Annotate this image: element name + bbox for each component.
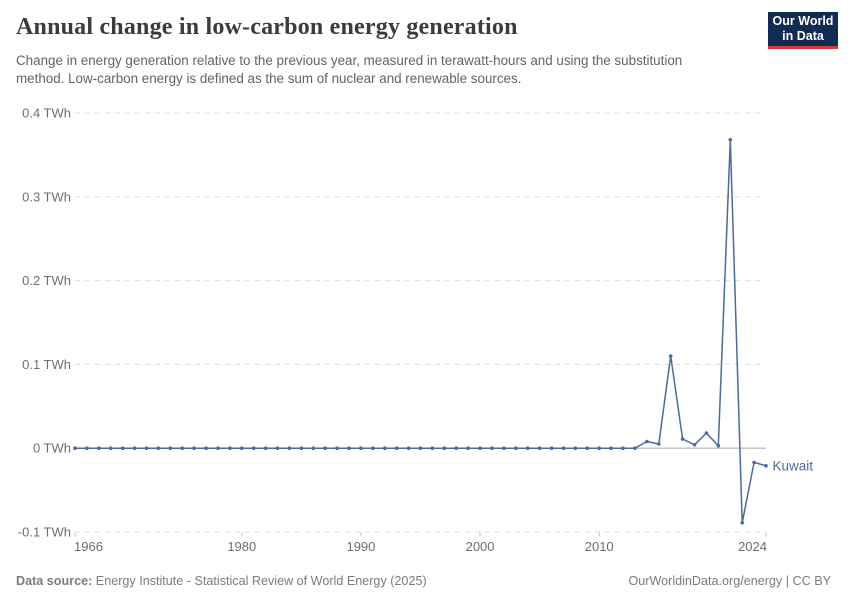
- data-point-marker[interactable]: [621, 446, 625, 451]
- owid-logo[interactable]: Our World in Data: [768, 12, 838, 49]
- data-point-marker[interactable]: [132, 446, 137, 451]
- data-point-marker[interactable]: [73, 446, 77, 451]
- data-point-marker[interactable]: [430, 446, 435, 451]
- x-axis-tick-label: 2000: [466, 539, 495, 554]
- data-point-marker[interactable]: [633, 446, 637, 451]
- y-axis-tick-label: 0 TWh: [33, 441, 71, 456]
- data-point-marker[interactable]: [180, 446, 184, 451]
- data-point-marker[interactable]: [657, 442, 661, 446]
- data-point-marker[interactable]: [442, 446, 447, 451]
- data-point-marker[interactable]: [120, 446, 125, 451]
- data-point-marker[interactable]: [716, 443, 721, 448]
- series-entity-label[interactable]: Kuwait: [773, 458, 814, 473]
- owid-logo-line1: Our World: [772, 13, 834, 28]
- data-point-marker[interactable]: [204, 446, 208, 451]
- data-point-marker[interactable]: [490, 446, 494, 451]
- data-point-marker[interactable]: [240, 446, 244, 451]
- data-point-marker[interactable]: [359, 446, 363, 451]
- data-point-marker[interactable]: [144, 446, 149, 451]
- data-point-marker[interactable]: [525, 446, 530, 451]
- data-point-marker[interactable]: [323, 446, 328, 451]
- data-point-marker[interactable]: [228, 446, 232, 451]
- y-axis-tick-label: 0.1 TWh: [22, 357, 71, 372]
- data-point-marker[interactable]: [680, 437, 685, 441]
- data-point-marker[interactable]: [597, 446, 601, 451]
- data-point-marker[interactable]: [335, 446, 339, 451]
- data-point-marker[interactable]: [311, 446, 316, 451]
- data-point-marker[interactable]: [585, 446, 590, 451]
- owid-logo-line2: in Data: [782, 28, 824, 43]
- data-point-marker[interactable]: [251, 446, 256, 451]
- data-point-marker[interactable]: [97, 446, 101, 451]
- data-point-marker[interactable]: [645, 439, 649, 444]
- data-point-marker[interactable]: [347, 446, 351, 451]
- data-point-marker[interactable]: [668, 354, 673, 358]
- owid-logo-accent-bar: [768, 45, 838, 49]
- x-axis: 1966 1980 1990 2000 2010 2024: [74, 532, 767, 554]
- data-point-marker[interactable]: [704, 431, 709, 435]
- data-point-marker[interactable]: [216, 446, 220, 451]
- data-point-marker[interactable]: [287, 446, 292, 451]
- x-axis-tick-label: 2024: [738, 539, 767, 554]
- series-end-label-group[interactable]: Kuwait: [773, 458, 814, 473]
- data-point-marker[interactable]: [454, 446, 459, 451]
- y-axis-tick-label: 0.4 TWh: [22, 106, 71, 121]
- y-axis-tick-label: 0.3 TWh: [22, 189, 71, 204]
- x-axis-tick-label: 1980: [227, 539, 256, 554]
- data-point-marker[interactable]: [168, 446, 173, 451]
- data-point-marker[interactable]: [466, 446, 471, 451]
- data-point-marker[interactable]: [85, 446, 89, 451]
- x-axis-tick-label: 2010: [585, 539, 614, 554]
- data-point-marker[interactable]: [561, 446, 566, 451]
- data-point-marker[interactable]: [383, 446, 387, 451]
- data-point-marker[interactable]: [609, 446, 613, 451]
- data-point-marker[interactable]: [549, 446, 554, 451]
- x-axis-tick-label: 1966: [74, 539, 103, 554]
- data-source-note[interactable]: Data source: Energy Institute - Statisti…: [16, 574, 427, 588]
- data-point-marker[interactable]: [764, 464, 768, 468]
- x-axis-tick-label: 1990: [346, 539, 375, 554]
- data-point-marker[interactable]: [299, 446, 304, 451]
- data-point-marker[interactable]: [108, 446, 113, 451]
- chart-subtitle: Change in energy generation relative to …: [16, 53, 683, 86]
- data-point-marker[interactable]: [728, 138, 733, 142]
- data-source-label: Data source:: [16, 574, 93, 588]
- data-series-kuwait[interactable]: [73, 138, 768, 525]
- y-gridlines: [75, 112, 766, 533]
- data-point-marker[interactable]: [478, 446, 482, 451]
- y-axis-tick-label: 0.2 TWh: [22, 273, 71, 288]
- data-point-marker[interactable]: [394, 446, 399, 451]
- page-title: Annual change in low-carbon energy gener…: [16, 14, 518, 40]
- y-axis-tick-label: -0.1 TWh: [18, 525, 71, 540]
- data-source-text: Energy Institute - Statistical Review of…: [92, 574, 427, 588]
- data-point-marker[interactable]: [514, 446, 518, 451]
- data-point-marker[interactable]: [192, 446, 196, 451]
- data-point-marker[interactable]: [502, 446, 506, 451]
- data-point-marker[interactable]: [406, 446, 411, 451]
- owid-logo-text: Our World in Data: [768, 12, 838, 46]
- data-point-marker[interactable]: [752, 460, 756, 465]
- data-point-marker[interactable]: [156, 446, 161, 451]
- data-point-marker[interactable]: [740, 521, 744, 525]
- y-axis-tick-labels: 0.4 TWh 0.3 TWh 0.2 TWh 0.1 TWh 0 TWh -0.1 TW…: [18, 106, 71, 540]
- chart-footer: Data source: Energy Institute - Statisti…: [0, 574, 850, 588]
- data-point-marker[interactable]: [418, 446, 423, 451]
- data-point-marker[interactable]: [537, 446, 542, 451]
- data-point-marker[interactable]: [692, 443, 697, 447]
- data-point-marker[interactable]: [275, 446, 280, 451]
- license-credit-link[interactable]: OurWorldinData.org/energy | CC BY: [628, 574, 831, 588]
- data-point-marker[interactable]: [573, 446, 578, 451]
- data-point-marker[interactable]: [371, 446, 375, 451]
- data-point-marker[interactable]: [263, 446, 268, 451]
